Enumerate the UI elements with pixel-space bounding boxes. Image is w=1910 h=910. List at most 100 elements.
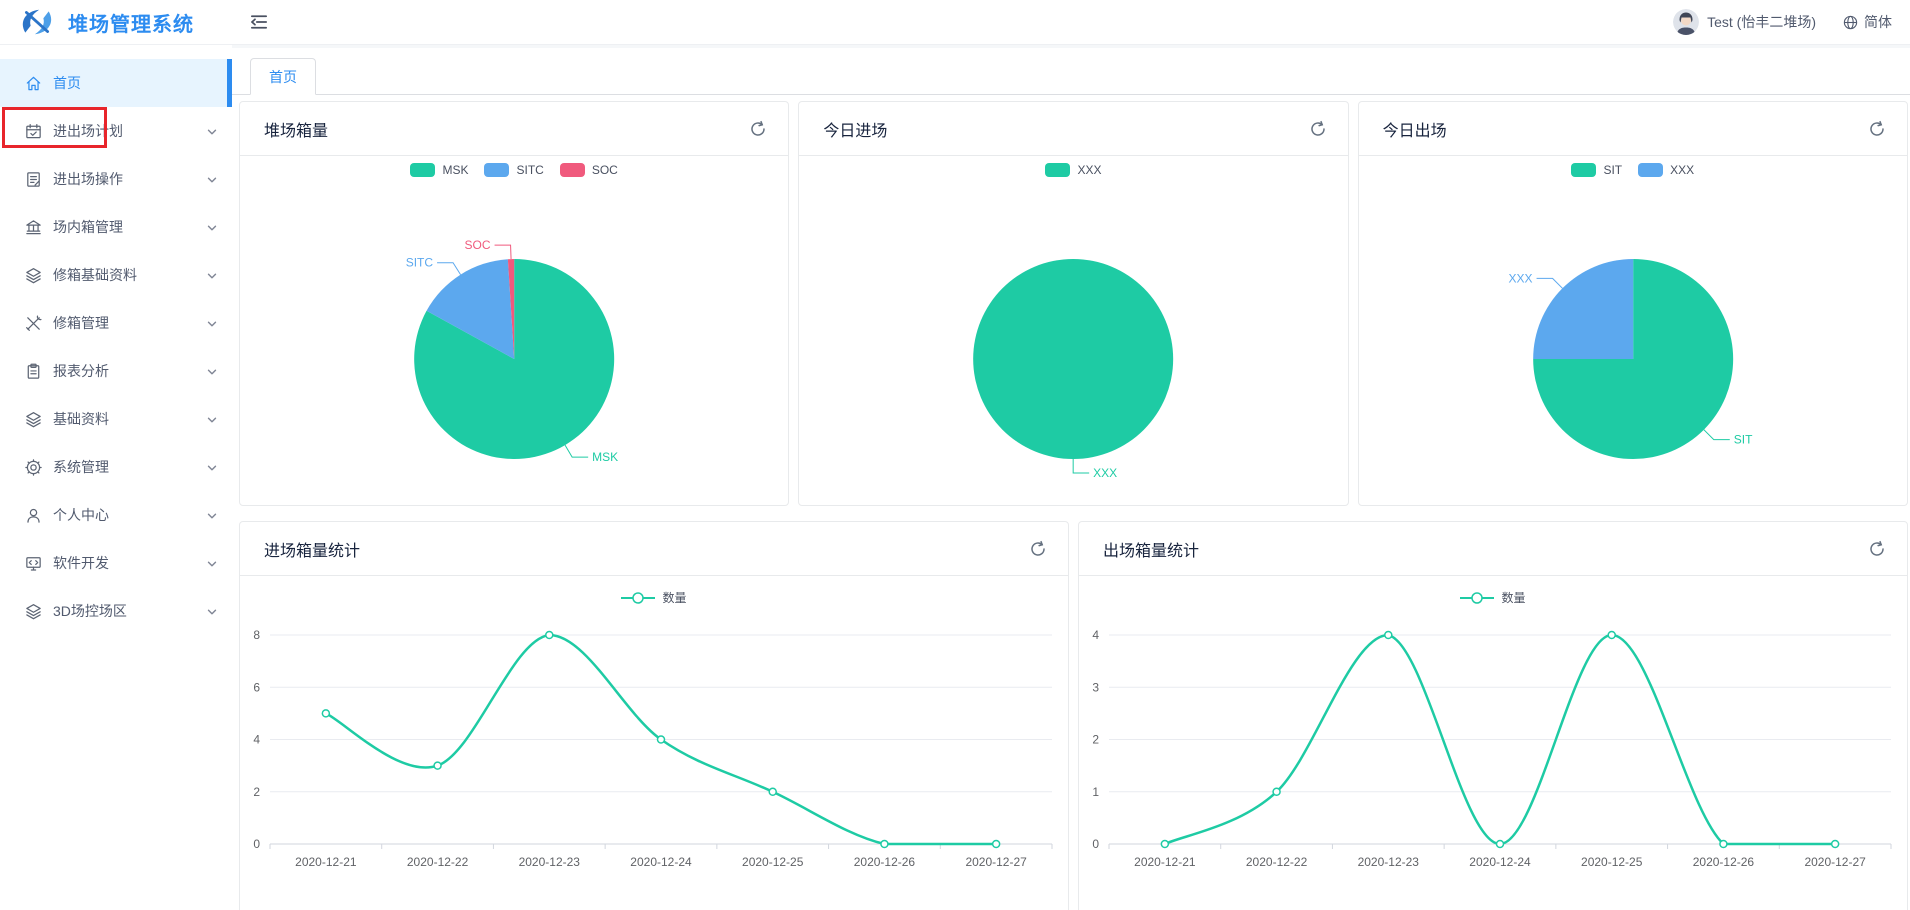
pie-chart: SIT XXX xyxy=(1508,259,1753,459)
dashboard: 堆场箱量 MSK SITC SOC MSK SITC SOC 今日进场 XXX xyxy=(232,95,1910,910)
legend-label: MSK xyxy=(442,163,469,177)
refresh-icon[interactable] xyxy=(748,119,768,139)
svg-text:MSK: MSK xyxy=(592,450,618,464)
card-title: 堆场箱量 xyxy=(264,122,329,140)
legend-item[interactable]: MSK xyxy=(410,163,468,177)
sidebar-item-gear-8[interactable]: 系统管理 xyxy=(0,443,232,491)
chart-legend: 数量 xyxy=(240,589,1068,606)
sidebar-item-label: 修箱管理 xyxy=(53,315,109,331)
legend-item[interactable]: 数量 xyxy=(621,589,687,606)
tools-icon xyxy=(24,314,43,333)
sidebar-item-label: 3D场控场区 xyxy=(53,603,127,619)
svg-text:2020-12-24: 2020-12-24 xyxy=(1469,855,1531,869)
svg-text:2020-12-22: 2020-12-22 xyxy=(407,855,469,869)
svg-text:4: 4 xyxy=(1092,628,1099,642)
sidebar-item-label: 软件开发 xyxy=(53,555,109,571)
card-title: 今日进场 xyxy=(823,122,888,140)
language-selector[interactable]: 简体 xyxy=(1842,12,1892,32)
user-name: Test (怡丰二堆场) xyxy=(1707,14,1816,30)
monitor-icon xyxy=(24,554,43,573)
app-header: 堆场管理系统 Test (怡丰二堆场) xyxy=(0,0,1910,45)
svg-text:2: 2 xyxy=(1092,733,1099,747)
sidebar-item-clipboard-6[interactable]: 报表分析 xyxy=(0,347,232,395)
card-body: XXX XXX xyxy=(799,156,1347,505)
sidebar-item-label: 基础资料 xyxy=(53,411,109,427)
line-chart: 0 1 2 3 4 2020-12-21 2020-12-22 2020-12-23 2020-… xyxy=(1092,628,1892,869)
legend-swatch xyxy=(1571,163,1597,177)
refresh-icon[interactable] xyxy=(1867,119,1887,139)
sidebar-item-bank-3[interactable]: 场内箱管理 xyxy=(0,203,232,251)
sidebar-item-cube-11[interactable]: 3D场控场区 xyxy=(0,587,232,635)
chart-legend: 数量 xyxy=(1079,589,1907,606)
legend-swatch xyxy=(484,163,510,177)
chevron-down-icon xyxy=(206,365,218,377)
legend-item[interactable]: SOC xyxy=(559,163,618,177)
chevron-down-icon xyxy=(206,509,218,521)
sidebar-item-layers-4[interactable]: 修箱基础资料 xyxy=(0,251,232,299)
cube-icon xyxy=(24,602,43,621)
legend-swatch xyxy=(559,163,585,177)
pie-chart: XXX xyxy=(973,259,1174,480)
sidebar-item-label: 首页 xyxy=(53,75,81,91)
tab-home[interactable]: 首页 xyxy=(250,58,316,95)
svg-text:2020-12-21: 2020-12-21 xyxy=(1134,855,1196,869)
sidebar-menu: 首页 进出场计划 进出场操作 场内箱管理 修箱基础资料 修箱管理 报表分析 xyxy=(0,45,232,635)
svg-text:3: 3 xyxy=(1092,680,1099,694)
user-menu[interactable]: Test (怡丰二堆场) xyxy=(1673,9,1816,35)
card-body: MSK SITC SOC MSK SITC SOC xyxy=(240,156,788,505)
svg-text:1: 1 xyxy=(1092,785,1099,799)
sidebar-item-label: 个人中心 xyxy=(53,507,109,523)
sidebar-item-layers-7[interactable]: 基础资料 xyxy=(0,395,232,443)
sidebar-item-label: 系统管理 xyxy=(53,459,109,475)
legend-swatch xyxy=(1045,163,1071,177)
svg-text:6: 6 xyxy=(253,680,260,694)
svg-text:XXX: XXX xyxy=(1093,466,1117,480)
svg-text:4: 4 xyxy=(253,733,260,747)
refresh-icon[interactable] xyxy=(1028,539,1048,559)
card-header: 堆场箱量 xyxy=(240,102,789,156)
legend-item[interactable]: SITC xyxy=(484,163,544,177)
legend-swatch xyxy=(410,163,436,177)
legend-item[interactable]: 数量 xyxy=(1460,589,1526,606)
sidebar-item-document-2[interactable]: 进出场操作 xyxy=(0,155,232,203)
legend-item[interactable]: XXX xyxy=(1045,163,1102,177)
app-logo xyxy=(16,5,58,39)
svg-text:2020-12-21: 2020-12-21 xyxy=(295,855,357,869)
sidebar-item-label: 报表分析 xyxy=(53,363,109,379)
gear-icon xyxy=(24,458,43,477)
chevron-down-icon xyxy=(206,605,218,617)
sidebar-item-monitor-10[interactable]: 软件开发 xyxy=(0,539,232,587)
clipboard-icon xyxy=(24,362,43,381)
sidebar-item-label: 进出场计划 xyxy=(53,123,123,139)
svg-text:2020-12-23: 2020-12-23 xyxy=(1358,855,1420,869)
sidebar-item-tools-5[interactable]: 修箱管理 xyxy=(0,299,232,347)
legend-label: XXX xyxy=(1077,163,1102,177)
tab-bar: 首页 xyxy=(232,48,1910,95)
legend-label: SITC xyxy=(516,163,544,177)
line-chart: 0 2 4 6 8 2020-12-21 2020-12-22 2020-12-23 2020-… xyxy=(253,628,1053,869)
chevron-down-icon xyxy=(206,461,218,473)
refresh-icon[interactable] xyxy=(1867,539,1887,559)
legend-item[interactable]: XXX xyxy=(1638,163,1694,177)
card-body: 数量 0 1 2 3 4 2020-12-21 2020-12-22 2020-12-23 20… xyxy=(1079,576,1907,910)
person-icon xyxy=(24,506,43,525)
refresh-icon[interactable] xyxy=(1308,119,1328,139)
chart-legend: MSK SITC SOC xyxy=(240,163,788,177)
svg-text:8: 8 xyxy=(253,628,260,642)
home-icon xyxy=(24,74,43,93)
sidebar: 首页 进出场计划 进出场操作 场内箱管理 修箱基础资料 修箱管理 报表分析 xyxy=(0,45,232,910)
brand: 堆场管理系统 xyxy=(0,5,232,39)
app-title: 堆场管理系统 xyxy=(68,13,194,36)
svg-text:2: 2 xyxy=(253,785,260,799)
sidebar-item-calendar-1[interactable]: 进出场计划 xyxy=(0,107,232,155)
legend-item[interactable]: SIT xyxy=(1571,163,1622,177)
sidebar-item-home-0[interactable]: 首页 xyxy=(0,59,232,107)
menu-fold-icon[interactable] xyxy=(246,9,272,35)
svg-text:2020-12-22: 2020-12-22 xyxy=(1246,855,1308,869)
svg-text:0: 0 xyxy=(1092,837,1099,851)
legend-label: 数量 xyxy=(662,591,687,605)
line-card-4: 出场箱量统计 数量 0 1 2 3 4 2020-12-21 2020-12-22 2020-… xyxy=(1078,521,1908,910)
card-title: 出场箱量统计 xyxy=(1103,542,1200,560)
sidebar-item-person-9[interactable]: 个人中心 xyxy=(0,491,232,539)
globe-icon xyxy=(1842,14,1859,31)
